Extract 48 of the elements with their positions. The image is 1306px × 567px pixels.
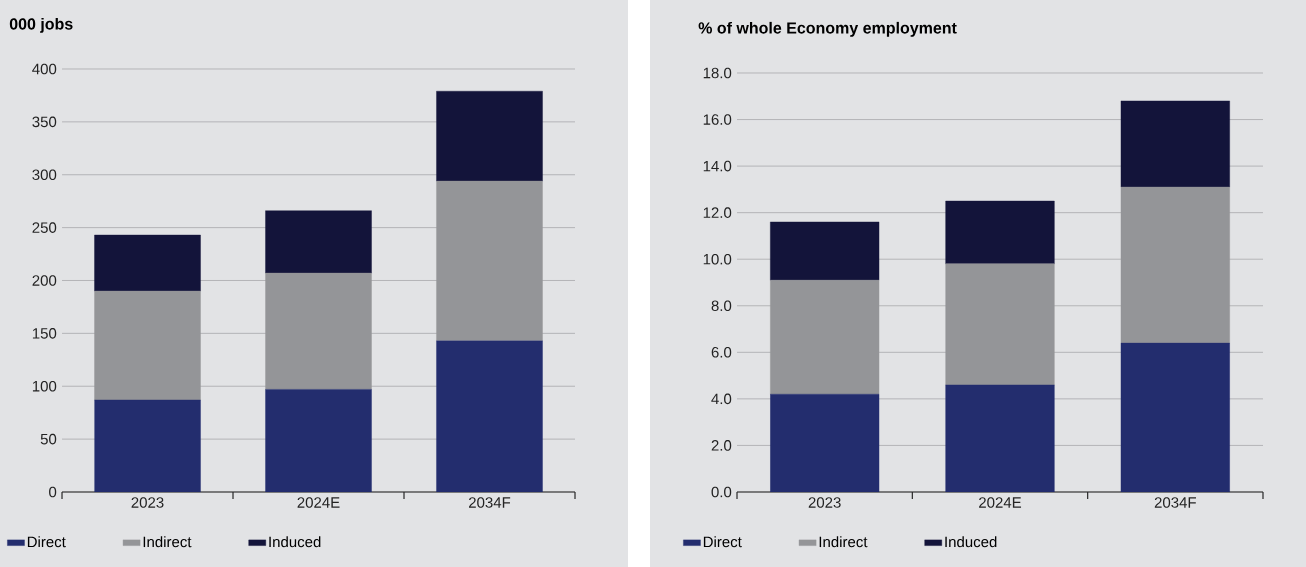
- bar: [1120, 100, 1230, 188]
- y-tick-label: 18.0: [703, 67, 732, 79]
- y-tick-label: 50: [40, 433, 57, 445]
- y-tick-label: 6.0: [711, 347, 732, 358]
- legend-label: Induced: [269, 536, 321, 548]
- y-tick-label: 8.0: [711, 300, 732, 312]
- bar: [945, 200, 1055, 265]
- bar: [1120, 342, 1230, 492]
- bar: [94, 234, 201, 292]
- y-tick-label: 16.0: [703, 114, 732, 125]
- x-tick-label: 2023: [808, 497, 841, 508]
- y-tick-label: 200: [32, 275, 57, 286]
- bar: [945, 263, 1055, 386]
- legend-label: Indirect: [819, 536, 868, 548]
- y-tick-label: 4.0: [711, 393, 732, 405]
- y-tick-label: 300: [32, 169, 57, 181]
- bar: [770, 394, 880, 492]
- y-tick-label: 100: [32, 380, 57, 392]
- x-tick-label: 2024E: [297, 497, 340, 508]
- y-tick-label: 14.0: [703, 160, 732, 172]
- bar: [1120, 186, 1230, 344]
- legend-label: Direct: [703, 536, 742, 548]
- chart-title: 000 jobs: [9, 17, 73, 33]
- x-tick-label: 2024E: [979, 497, 1022, 508]
- bar: [436, 180, 543, 341]
- x-tick-label: 2023: [131, 497, 164, 508]
- y-tick-label: 0: [49, 486, 57, 498]
- legend-label: Indirect: [143, 536, 192, 548]
- x-tick-label: 2034F: [469, 497, 511, 508]
- bar: [265, 272, 372, 390]
- x-tick-label: 2034F: [1154, 497, 1196, 508]
- y-tick-label: 12.0: [703, 207, 732, 218]
- y-tick-label: 350: [32, 116, 57, 128]
- y-tick-label: 250: [32, 222, 57, 233]
- y-tick-label: 10.0: [703, 253, 732, 265]
- y-tick-label: 400: [32, 63, 57, 75]
- bar: [770, 279, 880, 395]
- legend-label: Induced: [945, 536, 997, 548]
- bar: [265, 210, 372, 274]
- bar: [94, 290, 201, 401]
- y-tick-label: 0.0: [711, 486, 732, 498]
- y-tick-label: 150: [32, 328, 57, 339]
- legend-label: Direct: [27, 536, 66, 548]
- bar: [436, 91, 543, 182]
- chart-title: % of whole Economy employment: [698, 21, 957, 37]
- bar: [770, 221, 880, 281]
- y-tick-label: 2.0: [711, 440, 732, 451]
- bar: [945, 384, 1055, 492]
